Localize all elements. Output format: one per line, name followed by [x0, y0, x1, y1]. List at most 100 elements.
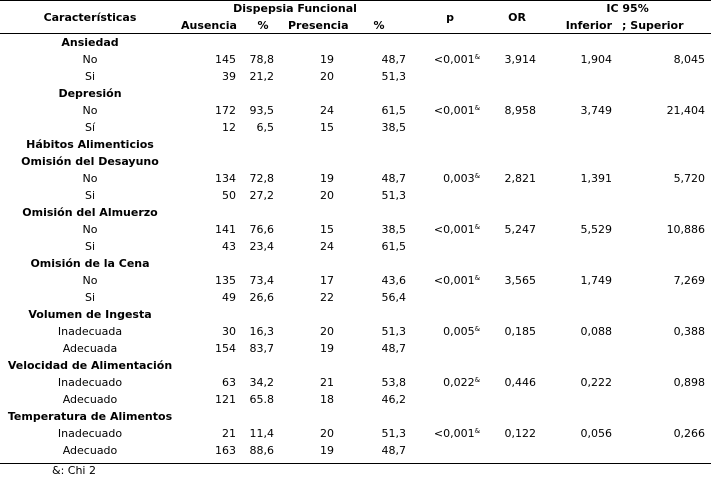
header-presencia: Presencia: [288, 19, 348, 32]
row-label: Si: [84, 70, 96, 83]
cell-pct-presencia: 48,7: [381, 172, 407, 185]
cell-inferior: [544, 442, 620, 459]
cell-pct-ausencia: 21,2: [249, 70, 275, 83]
cell-presencia: 22: [320, 291, 334, 304]
cell-presencia: 19: [320, 444, 334, 457]
cell-inferior: [544, 187, 620, 204]
section-label: Ansiedad: [0, 34, 711, 51]
cell-or: 8,958: [504, 104, 537, 117]
cell-pct-presencia: 53,8: [381, 376, 407, 389]
cell-pct-presencia: 46,2: [381, 393, 407, 406]
cell-or: [490, 187, 544, 204]
cell-ausencia: 39: [222, 70, 236, 83]
cell-or: [490, 391, 544, 408]
cell-inferior: [544, 340, 620, 357]
cell-p: [410, 340, 490, 357]
section-row: Ansiedad: [0, 34, 711, 51]
cell-or: 0,185: [504, 325, 537, 338]
cell-ausencia: 63: [222, 376, 236, 389]
cell-pct-presencia: 61,5: [381, 240, 407, 253]
row-label: Inadecuada: [57, 325, 123, 338]
table-row: Si 39 21,2 20 51,3: [0, 68, 711, 85]
cell-ausencia: 50: [222, 189, 236, 202]
cell-presencia: 20: [320, 189, 334, 202]
cell-superior: [620, 238, 711, 255]
cell-or: [490, 68, 544, 85]
row-label: No: [82, 53, 98, 66]
cell-pct-ausencia: 78,8: [249, 53, 275, 66]
section-label: Omisión del Desayuno: [0, 153, 711, 170]
cell-pct-presencia: 43,6: [381, 274, 407, 287]
cell-pct-ausencia: 27,2: [249, 189, 275, 202]
cell-pct-presencia: 38,5: [381, 121, 407, 134]
cell-pct-presencia: 61,5: [381, 104, 407, 117]
cell-superior: 10,886: [666, 223, 706, 236]
cell-presencia: 19: [320, 53, 334, 66]
row-label: Adecuado: [62, 393, 118, 406]
table-row: Si 50 27,2 20 51,3: [0, 187, 711, 204]
table-row: Inadecuado 21 11,4 20 51,3 <0,001& 0,122 0,056 0…: [0, 425, 711, 442]
section-label: Omisión del Almuerzo: [0, 204, 711, 221]
cell-p: <0,001&: [410, 272, 490, 289]
header-pct-presencia: %: [373, 19, 385, 32]
cell-inferior: 3,749: [580, 104, 613, 117]
top-rule: [0, 0, 711, 1]
p-value: 0,005: [443, 325, 475, 338]
section-row: Omisión del Desayuno: [0, 153, 711, 170]
section-label: Omisión de la Cena: [0, 255, 711, 272]
p-value: <0,001: [433, 427, 475, 440]
cell-pct-ausencia: 34,2: [249, 376, 275, 389]
cell-presencia: 24: [320, 240, 334, 253]
cell-presencia: 20: [320, 427, 334, 440]
cell-or: 0,122: [504, 427, 537, 440]
cell-presencia: 18: [320, 393, 334, 406]
cell-pct-ausencia: 6,5: [256, 121, 275, 134]
section-row: Hábitos Alimenticios: [0, 136, 711, 153]
footnote: &: Chi 2: [52, 464, 96, 477]
header-dispepsia-funcional: Dispepsia Funcional: [233, 2, 357, 15]
cell-inferior: 0,222: [580, 376, 613, 389]
cell-pct-ausencia: 65.8: [249, 393, 275, 406]
p-value: 0,003: [443, 172, 475, 185]
cell-pct-ausencia: 76,6: [249, 223, 275, 236]
section-label-text: Velocidad de Alimentación: [7, 359, 173, 372]
p-superscript: &: [474, 274, 481, 282]
table-row: Sí 12 6,5 15 38,5: [0, 119, 711, 136]
p-superscript: &: [474, 427, 481, 435]
header-inferior: Inferior: [565, 19, 613, 32]
cell-p: [410, 289, 490, 306]
section-row: Depresión: [0, 85, 711, 102]
cell-inferior: [544, 391, 620, 408]
p-superscript: &: [474, 172, 481, 180]
header-or: OR: [508, 10, 526, 24]
cell-superior: [620, 340, 711, 357]
cell-p: 0,003&: [410, 170, 490, 187]
row-label: Si: [84, 189, 96, 202]
cell-superior: [620, 442, 711, 459]
section-row: Omisión de la Cena: [0, 255, 711, 272]
p-value: <0,001: [433, 223, 475, 236]
cell-or: 0,446: [504, 376, 537, 389]
section-label: Velocidad de Alimentación: [0, 357, 711, 374]
cell-superior: 21,404: [666, 104, 706, 117]
p-superscript: &: [474, 104, 481, 112]
cell-superior: 8,045: [673, 53, 706, 66]
cell-ausencia: 141: [215, 223, 236, 236]
bottom-rule: [0, 463, 711, 464]
p-value: 0,022: [443, 376, 475, 389]
table-row: Adecuado 163 88,6 19 48,7: [0, 442, 711, 459]
p-superscript: &: [474, 223, 481, 231]
cell-ausencia: 43: [222, 240, 236, 253]
row-label: Adecuado: [62, 444, 118, 457]
cell-ausencia: 30: [222, 325, 236, 338]
row-label: No: [82, 223, 98, 236]
cell-presencia: 15: [320, 223, 334, 236]
cell-superior: 0,266: [673, 427, 706, 440]
header-pct-ausencia: %: [257, 19, 269, 32]
section-label-text: Ansiedad: [61, 36, 119, 49]
table-row: Si 49 26,6 22 56,4: [0, 289, 711, 306]
row-label: No: [82, 104, 98, 117]
cell-presencia: 20: [320, 70, 334, 83]
table-row: Si 43 23,4 24 61,5: [0, 238, 711, 255]
table-row: Inadecuado 63 34,2 21 53,8 0,022& 0,446 0,222 0,…: [0, 374, 711, 391]
